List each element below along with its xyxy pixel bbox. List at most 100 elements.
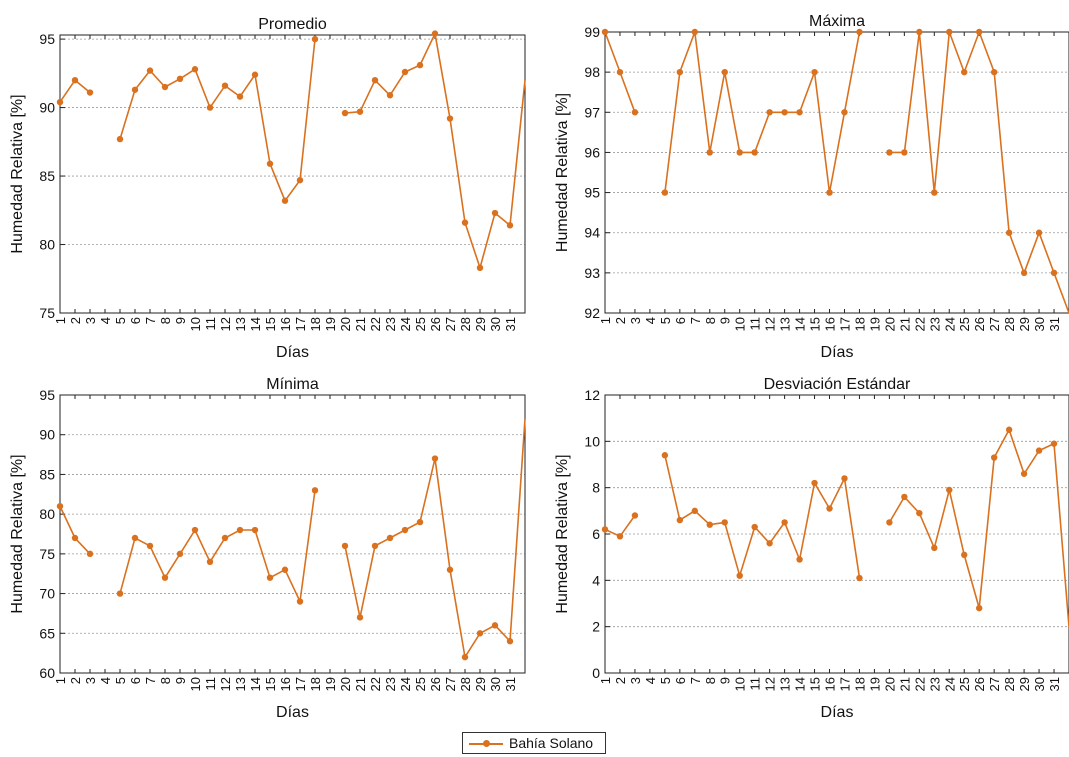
data-point — [1005, 426, 1013, 433]
data-point — [266, 574, 274, 581]
x-tick-label: 26 — [972, 677, 987, 691]
data-point — [856, 574, 863, 582]
y-tick-label: 94 — [584, 225, 600, 241]
series-line — [664, 31, 861, 193]
x-tick-label: 9 — [718, 677, 733, 684]
x-tick-label: 19 — [867, 317, 882, 331]
y-tick-label: 90 — [39, 427, 55, 443]
x-tick-label: 4 — [98, 317, 113, 324]
data-point — [990, 454, 998, 461]
series-line — [344, 418, 526, 660]
x-tick-label: 28 — [458, 317, 473, 331]
x-tick-label: 2 — [613, 677, 628, 684]
legend-label: Bahía Solano — [509, 735, 594, 751]
data-point — [281, 197, 289, 204]
data-point — [721, 519, 728, 526]
x-tick-label: 9 — [173, 317, 188, 324]
x-tick-label: 20 — [338, 317, 353, 331]
data-point — [886, 519, 893, 526]
data-point — [886, 149, 893, 156]
data-point — [616, 533, 624, 540]
data-point — [826, 189, 833, 196]
data-point — [446, 115, 454, 122]
x-tick-label: 8 — [703, 317, 718, 324]
data-point — [311, 487, 319, 494]
x-tick-label: 18 — [852, 317, 867, 331]
data-point — [916, 28, 923, 36]
data-point — [706, 149, 713, 156]
data-point — [1005, 229, 1013, 236]
x-tick-label: 28 — [1002, 677, 1017, 691]
x-tick-label: 11 — [203, 677, 218, 691]
x-tick-label: 20 — [882, 317, 897, 331]
x-tick-label: 19 — [323, 677, 338, 691]
plot-area — [59, 34, 526, 314]
data-point — [86, 550, 94, 558]
y-axis-label: Humedad Relativa [%] — [9, 454, 26, 613]
y-axis-label: Humedad Relativa [%] — [554, 93, 571, 252]
y-tick-label: 6 — [592, 526, 600, 542]
x-tick-label: 21 — [353, 317, 368, 331]
x-tick-label: 6 — [673, 317, 688, 324]
data-point — [1050, 269, 1058, 277]
data-point — [946, 28, 953, 36]
data-point — [961, 551, 968, 559]
x-tick-label: 12 — [218, 317, 233, 331]
x-tick-label: 18 — [852, 677, 867, 691]
x-tick-label: 6 — [673, 677, 688, 684]
data-point — [931, 189, 938, 196]
x-tick-label: 22 — [368, 677, 383, 691]
data-point — [206, 558, 214, 565]
data-point — [401, 68, 409, 76]
x-tick-label: 30 — [1032, 317, 1047, 331]
data-point — [296, 176, 304, 184]
x-tick-label: 19 — [323, 317, 338, 331]
data-point — [841, 475, 848, 482]
y-tick-label: 97 — [584, 104, 600, 120]
x-tick-label: 25 — [957, 677, 972, 691]
data-point — [811, 479, 818, 487]
data-point — [161, 574, 169, 581]
data-point — [416, 518, 424, 526]
data-point — [56, 503, 64, 510]
data-point — [251, 526, 259, 534]
data-point — [796, 556, 803, 563]
data-point — [116, 135, 124, 143]
data-point — [691, 28, 699, 36]
y-tick-label: 95 — [39, 31, 55, 47]
y-tick-label: 12 — [584, 387, 600, 403]
x-tick-label: 14 — [793, 677, 808, 691]
data-point — [946, 486, 953, 494]
data-point — [191, 66, 199, 73]
x-tick-label: 22 — [912, 317, 927, 331]
data-point — [161, 83, 169, 91]
x-tick-label: 31 — [503, 677, 518, 691]
x-tick-label: 19 — [867, 677, 882, 691]
data-point — [341, 109, 349, 117]
data-point — [311, 35, 319, 43]
data-point — [631, 109, 639, 116]
x-tick-label: 14 — [248, 317, 263, 331]
data-point — [146, 542, 154, 550]
x-tick-label: 20 — [338, 677, 353, 691]
data-point — [176, 75, 184, 83]
x-tick-label: 9 — [173, 677, 188, 684]
x-tick-label: 30 — [1032, 677, 1047, 691]
data-point — [491, 209, 499, 217]
y-tick-label: 0 — [592, 665, 600, 681]
data-point — [386, 534, 394, 542]
data-point — [901, 493, 908, 501]
data-point — [506, 638, 514, 645]
x-tick-label: 23 — [927, 677, 942, 691]
x-tick-label: 29 — [1017, 317, 1032, 331]
x-tick-label: 26 — [428, 677, 443, 691]
data-point — [751, 523, 758, 531]
x-tick-label: 28 — [1002, 317, 1017, 331]
data-point — [1035, 229, 1043, 236]
series-line — [344, 30, 526, 271]
data-point — [371, 76, 379, 84]
y-tick-label: 80 — [39, 506, 55, 522]
x-tick-label: 10 — [188, 677, 203, 691]
